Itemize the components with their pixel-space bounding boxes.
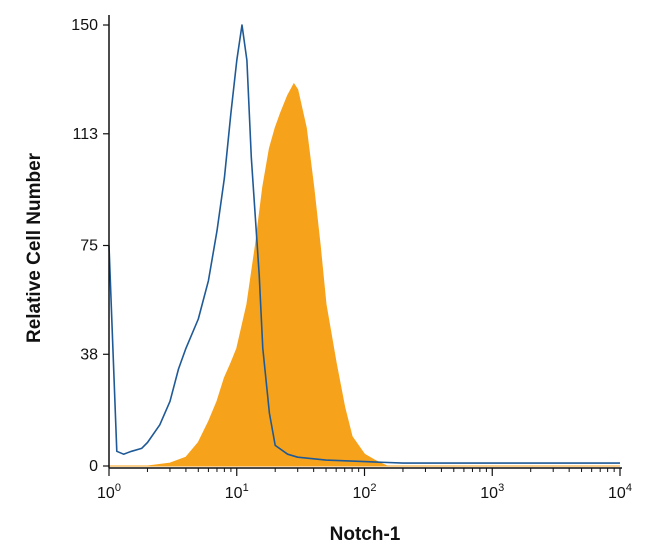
x-tick-label: 103: [480, 482, 504, 502]
y-tick-label: 38: [80, 346, 98, 363]
x-tick-base: 10: [608, 485, 626, 502]
y-tick-label: 150: [71, 17, 98, 34]
x-tick-base: 10: [97, 485, 115, 502]
x-tick-exponent: 2: [370, 482, 376, 494]
y-tick-label: 113: [72, 126, 98, 143]
x-tick-base: 10: [480, 485, 498, 502]
x-tick-label: 104: [608, 482, 632, 502]
series-area-filled: [109, 82, 620, 467]
x-tick-label: 102: [353, 482, 377, 502]
y-tick-label: 75: [80, 238, 98, 255]
y-tick-label: 0: [89, 458, 98, 475]
x-tick-exponent: 4: [626, 482, 632, 494]
x-tick-label: 101: [225, 482, 249, 502]
x-tick-exponent: 1: [243, 482, 249, 494]
x-tick-base: 10: [225, 485, 243, 502]
y-axis-title: Relative Cell Number: [24, 152, 45, 343]
x-tick-label: 100: [97, 482, 121, 502]
x-axis-title: Notch-1: [330, 524, 401, 545]
x-tick-exponent: 3: [498, 482, 504, 494]
series-layer: [108, 24, 620, 467]
series-line-outline: [108, 24, 620, 464]
y-ticks: 0 38 75 113 150: [71, 17, 109, 475]
x-tick-base: 10: [353, 485, 371, 502]
x-tick-exponent: 0: [115, 482, 121, 494]
x-ticks: 100 101 102 103 104: [97, 468, 632, 502]
axes: [108, 15, 622, 469]
